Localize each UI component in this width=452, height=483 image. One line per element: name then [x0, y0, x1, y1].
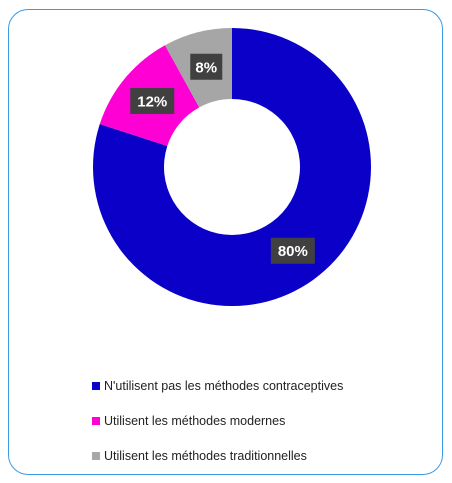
legend-swatch-modern: [92, 417, 100, 425]
donut-slices: [93, 28, 371, 306]
slice-not-using: [93, 28, 371, 306]
data-label-modern: 12%: [130, 88, 175, 115]
legend: N'utilisent pas les méthodes contracepti…: [92, 378, 432, 483]
legend-swatch-traditional: [92, 452, 100, 460]
legend-item-not-using: N'utilisent pas les méthodes contracepti…: [92, 378, 432, 394]
legend-swatch-not-using: [92, 382, 100, 390]
data-label-box-modern: [130, 88, 175, 115]
slice-labels: 80% 12% 8%: [130, 53, 315, 264]
data-label-traditional: 8%: [190, 53, 223, 80]
data-label-text-traditional: 8%: [195, 59, 217, 76]
legend-item-modern: Utilisent les méthodes modernes: [92, 413, 432, 429]
legend-item-traditional: Utilisent les méthodes traditionnelles: [92, 448, 432, 464]
data-label-text-modern: 12%: [137, 94, 167, 111]
data-label-box-traditional: [190, 53, 223, 80]
legend-label-modern: Utilisent les méthodes modernes: [104, 414, 286, 428]
legend-label-traditional: Utilisent les méthodes traditionnelles: [104, 449, 307, 463]
data-label-not-using: 80%: [270, 237, 315, 264]
legend-label-not-using: N'utilisent pas les méthodes contracepti…: [104, 379, 344, 393]
data-label-text-not-using: 80%: [278, 243, 308, 260]
data-label-box-not-using: [270, 237, 315, 264]
